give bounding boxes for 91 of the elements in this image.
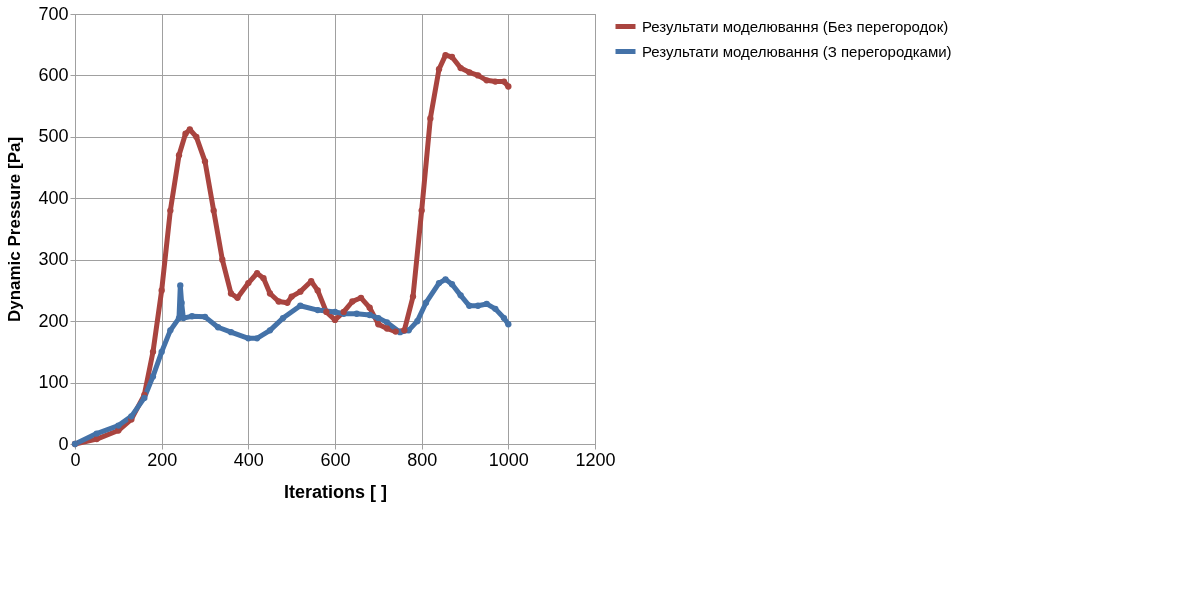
point [210, 207, 217, 214]
point [201, 158, 209, 165]
point [435, 66, 443, 73]
point [466, 302, 473, 309]
y-tick-label: 700 [38, 3, 69, 24]
point [245, 279, 252, 287]
point [149, 373, 157, 380]
point [492, 305, 499, 313]
point [442, 276, 449, 283]
point [141, 394, 148, 402]
point [115, 422, 122, 429]
point [483, 77, 490, 84]
point [193, 133, 200, 141]
point [505, 321, 512, 328]
point [314, 287, 321, 294]
point [219, 256, 226, 263]
point [314, 306, 321, 314]
point [284, 299, 291, 306]
point [93, 435, 100, 443]
point [227, 290, 235, 297]
point [279, 314, 287, 322]
point [505, 83, 512, 90]
point [297, 288, 304, 295]
point [392, 328, 399, 335]
x-tick-label: 600 [320, 449, 351, 470]
point [158, 348, 165, 356]
point [448, 281, 456, 288]
point [375, 314, 382, 322]
point [253, 335, 261, 342]
point [93, 430, 100, 437]
y-tick-label: 100 [38, 372, 69, 393]
point [266, 290, 274, 297]
point [427, 115, 434, 122]
point [275, 298, 282, 305]
point [418, 207, 425, 214]
point [474, 302, 482, 309]
y-axis-title: Dynamic Pressure [Pa] [5, 136, 25, 323]
point [383, 325, 391, 332]
y-tick-label: 200 [38, 310, 69, 331]
y-tick-label: 500 [38, 126, 69, 147]
point [182, 130, 189, 137]
point [353, 310, 360, 317]
point [245, 335, 252, 342]
point [401, 327, 408, 334]
point [214, 324, 222, 331]
point [227, 329, 235, 336]
point [442, 52, 449, 59]
point [492, 78, 499, 85]
point [266, 327, 274, 334]
point [375, 321, 382, 328]
point [457, 64, 464, 72]
point [422, 299, 430, 306]
x-tick-label: 400 [233, 449, 264, 470]
point [158, 287, 165, 294]
x-tick-label: 1200 [575, 449, 616, 470]
point [288, 293, 295, 300]
point [253, 270, 261, 277]
point [435, 279, 443, 287]
legend-label: Результати моделювання (З перегородками) [642, 42, 952, 60]
point [349, 298, 356, 305]
point [483, 300, 490, 308]
point [177, 282, 184, 289]
point [167, 327, 174, 334]
point [448, 53, 456, 61]
point [323, 308, 330, 316]
legend-label: Результати моделювання (Без перегородок) [642, 17, 949, 35]
point [175, 152, 183, 159]
x-tick-label: 200 [147, 449, 178, 470]
y-tick-label: 400 [38, 187, 69, 208]
x-tick-label: 1000 [488, 449, 529, 470]
point [383, 319, 391, 326]
y-tick-label: 600 [38, 64, 69, 85]
point [188, 313, 196, 320]
x-tick-label: 800 [407, 449, 438, 470]
point [149, 348, 157, 356]
point [297, 302, 304, 309]
point [500, 314, 508, 322]
point [366, 311, 373, 319]
point [331, 308, 339, 316]
point [414, 317, 421, 325]
point [167, 207, 174, 214]
point [457, 292, 464, 299]
point [474, 72, 482, 79]
point [409, 293, 417, 300]
point [466, 69, 473, 76]
point [366, 304, 373, 311]
point [260, 274, 267, 282]
x-axis-title: Iterations [ ] [283, 481, 388, 502]
y-tick-label: 300 [38, 249, 69, 270]
y-tick-label: 0 [58, 433, 69, 454]
point [201, 313, 209, 320]
